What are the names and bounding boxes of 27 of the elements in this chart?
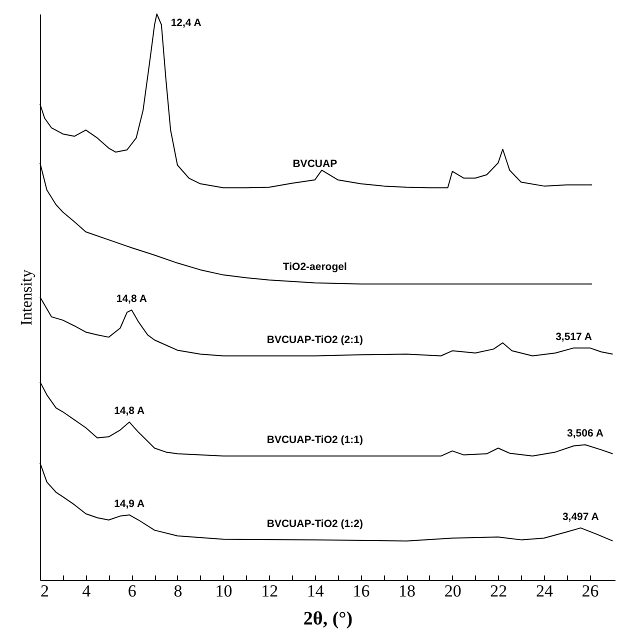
series-label: TiO2-aerogel [282, 260, 347, 273]
x-tick-label: 26 [582, 582, 599, 600]
x-tick-label: 16 [352, 582, 370, 600]
x-tick-label: 2 [40, 582, 49, 600]
x-tick-label: 8 [174, 582, 182, 600]
x-tick-label: 14 [306, 582, 324, 600]
annotation: 14,9 A [114, 498, 146, 510]
x-tick-label: 24 [536, 582, 554, 600]
x-tick-label: 18 [398, 582, 416, 600]
x-axis-title: 2θ, (°) [303, 608, 353, 630]
annotation: 14,8 A [116, 293, 148, 306]
annotation: 3,497 A [562, 510, 600, 523]
series-label: BVCUAP-TiO2 (1:2) [266, 518, 363, 530]
x-tick-label: 6 [128, 582, 136, 600]
annotation: 14,8 A [114, 405, 146, 418]
x-tick-label: 20 [444, 582, 462, 600]
series-label: BVCUAP-TiO2 (2:1) [266, 334, 363, 346]
x-tick-label: 22 [490, 582, 508, 600]
x-tick-label: 4 [82, 582, 92, 600]
annotation: 12,4 A [170, 17, 202, 29]
series-label: BVCUAP-TiO2 (1:1) [266, 434, 363, 446]
x-tick-label: 12 [261, 582, 278, 600]
series-label: BVCUAP [292, 158, 338, 170]
y-axis-title: Intensity [18, 270, 36, 326]
annotation: 3,506 A [567, 428, 604, 440]
x-tick-label: 10 [215, 582, 232, 600]
annotation: 3,517 A [556, 330, 592, 343]
